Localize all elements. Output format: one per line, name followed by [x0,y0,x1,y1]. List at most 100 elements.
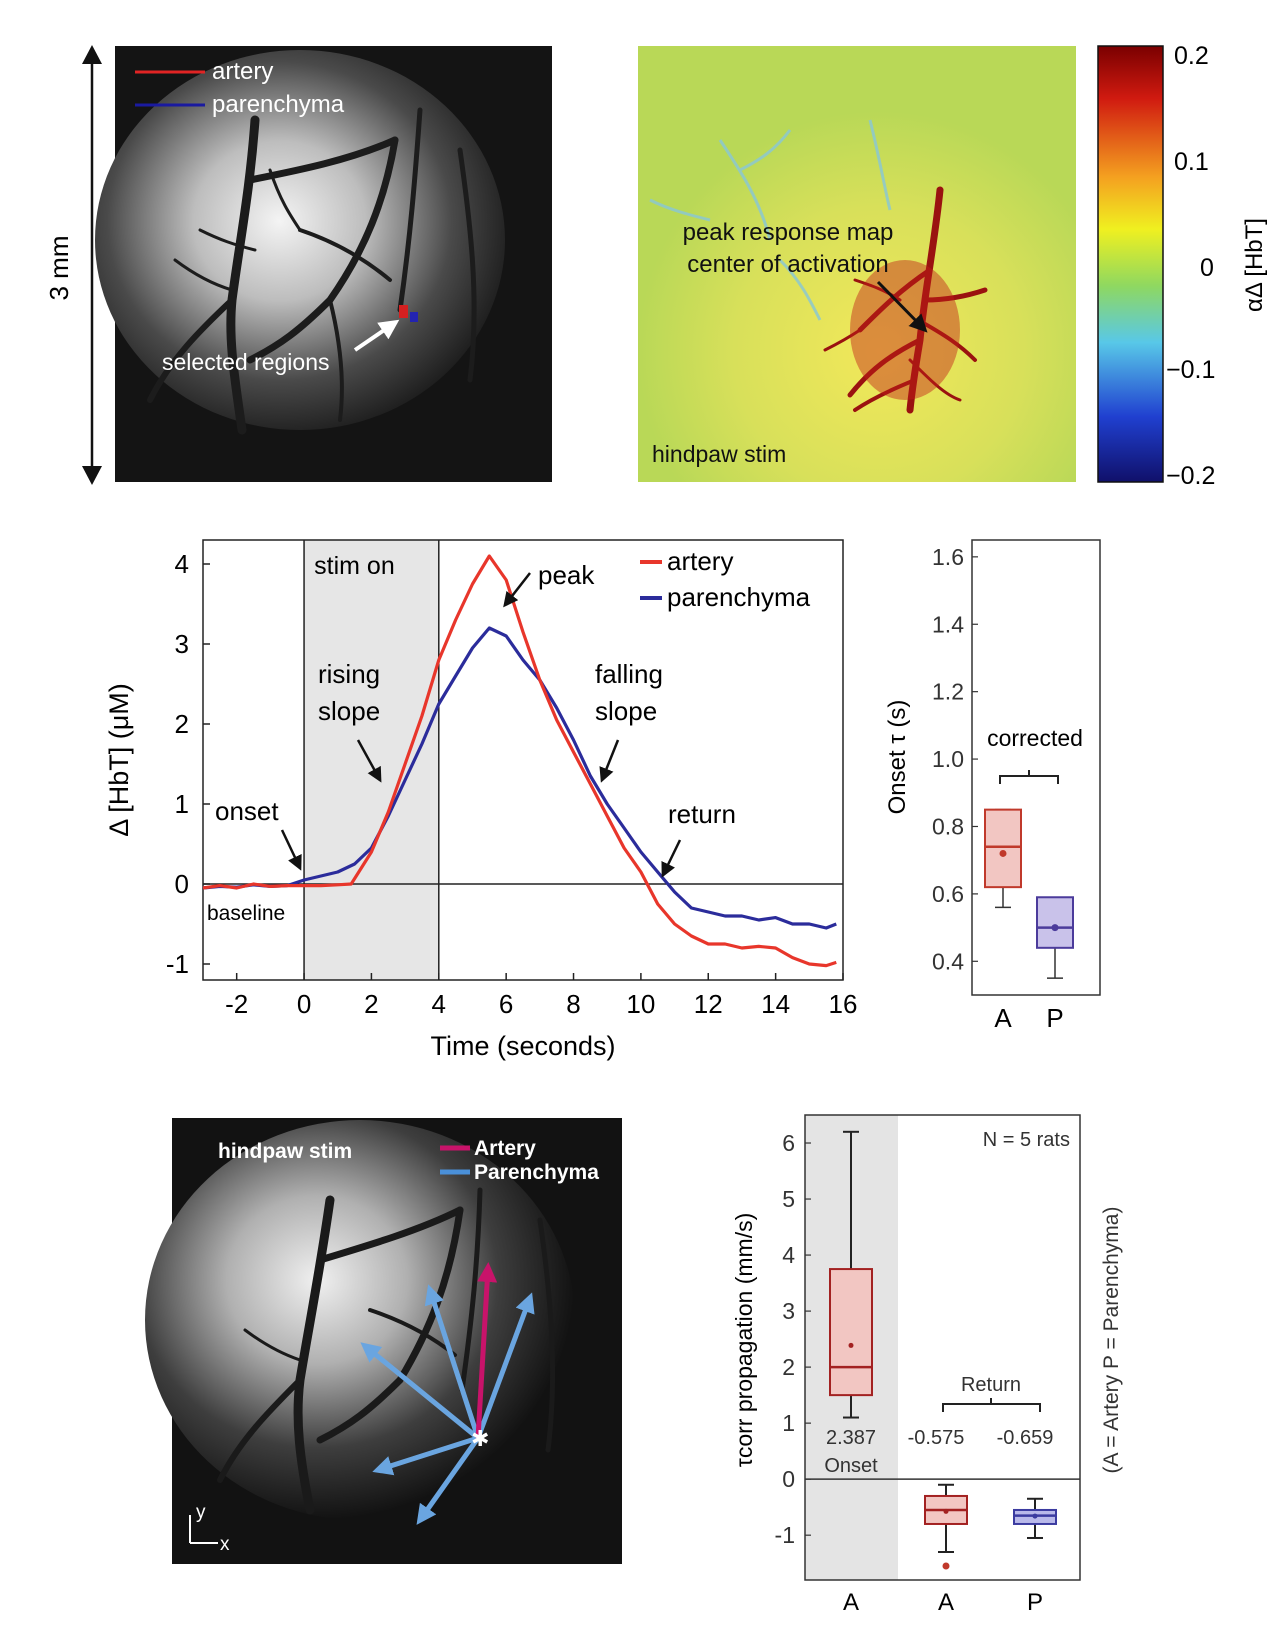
annotation-arrow [280,829,302,871]
plot-frame [804,1114,1081,1581]
legend-label-parenchyma: parenchyma [667,582,811,612]
x-tick-label: P [1046,1003,1063,1033]
parenchyma-vector [360,1342,480,1440]
annotation-label: rising [318,659,380,689]
activation-core [850,260,960,400]
y-tick-label: 1.4 [932,611,964,637]
center-activation-arrow [876,280,928,333]
onset-group-label: Onset [824,1455,878,1477]
parenchyma-vector [416,1436,481,1525]
annotation-label: baseline [207,902,285,925]
colorbar-tick-3: −0.1 [1166,356,1215,384]
propagation-stim-label: hindpaw stim [218,1140,352,1163]
origin-star-icon: ✱ [471,1426,489,1451]
propagation-box-chart: -1 0 1 2 3 4 5 6 τcorr propagation (mm/s) A 2.387 A… [731,1114,1123,1616]
y-tick-label: 3 [175,629,189,659]
legend-label-artery-vector: Artery [474,1137,536,1160]
x-tick-label: 12 [694,989,723,1019]
legend-label-parenchyma-vector: Parenchyma [474,1161,599,1184]
plot-frame [971,539,1101,996]
legend-label-parenchyma: parenchyma [212,91,345,118]
peak-map-annotation-line2: center of activation [687,251,888,278]
vessel-network-2 [217,1187,556,1515]
y-tick-label: 5 [782,1186,795,1212]
bracket-label: corrected [987,725,1083,751]
x-tick-label: A [938,1589,954,1616]
x-tick-label: 16 [829,989,858,1019]
stim-window [304,540,439,980]
x-tick-label: 8 [566,989,580,1019]
x-tick-label: P [1027,1589,1043,1616]
y-axis-title: Δ [HbT] (μM) [104,683,134,837]
y-axis-title: Onset τ (s) [884,700,911,815]
artery-image-panel: selected regions artery parenchyma [95,46,552,482]
significance-bracket [999,770,1059,784]
map-blue-vessels [649,119,892,321]
y-tick-label: 1.0 [932,746,964,772]
peak-map-annotation-line1: peak response map [683,219,894,246]
x-tick-label: -2 [225,989,248,1019]
x-tick-label: A [843,1589,859,1616]
annotation-label: onset [215,796,279,826]
x-tick-label: A [994,1003,1012,1033]
onset-box-chart: 0.4 0.6 0.8 1.0 1.2 1.4 1.6 Onset τ (s) A Pcorrec… [884,539,1101,1033]
box-mean [1051,924,1059,932]
peak-map-stim-label: hindpaw stim [652,441,786,467]
colorbar-tick-2: 0 [1200,254,1214,282]
annotation-label: peak [538,560,595,590]
selected-regions-arrow [353,319,400,352]
y-tick-label: 6 [782,1130,795,1156]
y-tick-label: 4 [782,1242,795,1268]
y-tick-label: 0 [782,1466,795,1492]
stim-label: stim on [314,552,395,580]
legend-label-artery: artery [212,58,273,85]
y-axis-title: τcorr propagation (mm/s) [731,1213,757,1468]
y-tick-label: 1.6 [932,544,964,570]
y-tick-label: 1 [782,1410,795,1436]
box-P [1036,896,1074,949]
return-group-label: Return [961,1374,1021,1396]
annotation-arrow [356,739,382,783]
colorbar: 0.2 0.1 0 −0.1 −0.2 αΔ [HbT] [1097,42,1268,490]
annotation-arrow [599,739,620,783]
parenchyma-vector [475,1292,535,1439]
annotation-label: slope [595,696,657,726]
x-tick-label: 10 [626,989,655,1019]
sample-size-note: N = 5 rats [983,1129,1070,1151]
mean-value-label: -0.575 [908,1427,965,1449]
artery-region-marker [399,305,408,318]
artery-vector [475,1262,498,1439]
box-A-onset [829,1268,873,1397]
vessel-network [147,107,477,435]
return-bracket [942,1398,1041,1412]
artery-image-legend: artery parenchyma [135,58,345,118]
peak-map-panel: peak response map center of activation h… [638,46,1076,482]
x-tick-label: 14 [761,989,790,1019]
parenchyma-vector [372,1435,479,1476]
annotation-arrow [661,839,682,878]
y-tick-label: 2 [782,1354,795,1380]
x-axis-title: Time (seconds) [430,1031,615,1061]
annotation-label: return [668,799,736,829]
series-line-parenchyma [202,626,837,930]
annotation-label: slope [318,696,380,726]
y-tick-label: -1 [775,1522,795,1548]
propagation-vectors [360,1262,535,1525]
colorbar-tick-4: −0.2 [1166,462,1215,490]
y-tick-label: -1 [166,949,189,979]
plot-frame [202,539,844,981]
propagation-legend: Artery Parenchyma [440,1137,599,1184]
series-line-artery [202,554,837,968]
legend-label-artery: artery [667,546,733,576]
box-mean [848,1342,854,1348]
mean-value-label: -0.659 [997,1427,1054,1449]
colorbar-tick-1: 0.1 [1174,148,1209,176]
selected-regions-label: selected regions [162,349,330,375]
box-mean [1032,1513,1038,1519]
scale-label: 3 mm [44,236,74,301]
annotation-label: falling [595,659,663,689]
x-tick-label: 6 [499,989,513,1019]
box-outlier [942,1562,950,1570]
